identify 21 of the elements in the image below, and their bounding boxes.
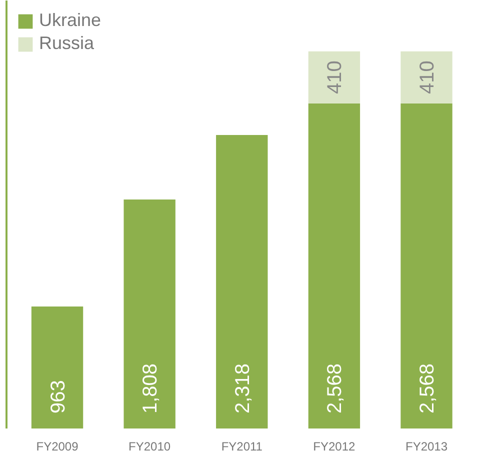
data-label: 2,568 [416, 363, 438, 414]
data-label: 1,808 [140, 363, 162, 414]
data-label: 963 [47, 380, 70, 414]
legend-label: Ukraine [39, 10, 102, 31]
bar [31, 306, 84, 428]
bar [308, 51, 360, 104]
data-label: 2,568 [324, 363, 346, 414]
legend-label: Russia [39, 33, 94, 54]
bar [124, 200, 176, 428]
x-tick-label: FY2009 [36, 440, 79, 454]
data-label: 410 [416, 60, 438, 94]
bar [400, 103, 452, 428]
data-label: 2,318 [232, 363, 254, 414]
bar [216, 134, 268, 428]
x-tick-label: FY2011 [221, 440, 263, 454]
x-tick-label: FY2010 [128, 440, 171, 454]
bar [400, 51, 452, 104]
data-label: 410 [324, 60, 346, 94]
x-tick-label: FY2012 [313, 440, 356, 454]
bar [308, 103, 360, 428]
x-tick-label: FY2013 [405, 440, 448, 454]
